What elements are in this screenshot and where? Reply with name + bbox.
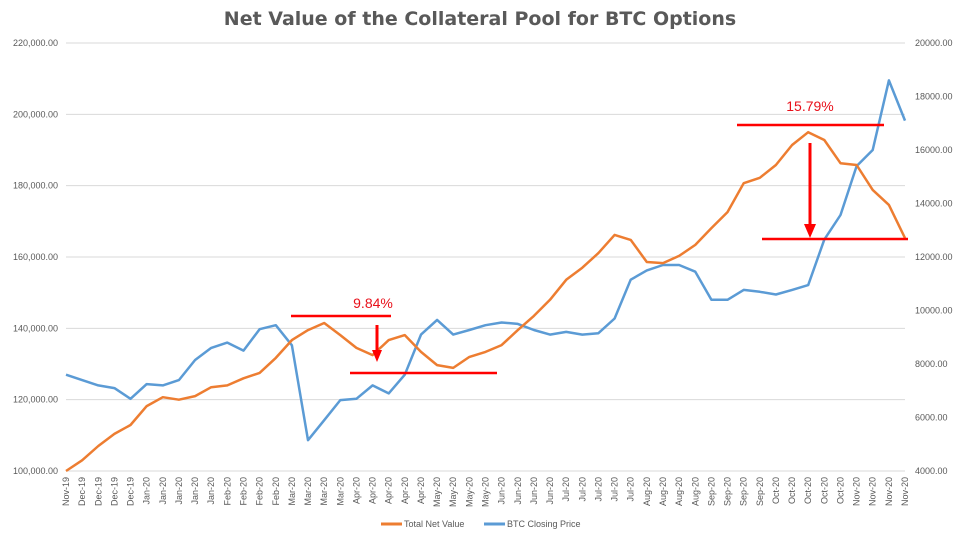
x-axis-tick-label: Jun-20 bbox=[497, 477, 507, 505]
left-axis-tick-label: 160,000.00 bbox=[13, 252, 58, 262]
x-axis-tick-label: Feb-20 bbox=[238, 477, 248, 506]
x-axis-tick-label: Nov-20 bbox=[884, 477, 894, 506]
left-axis-tick-label: 120,000.00 bbox=[13, 395, 58, 405]
x-axis-tick-label: Jul-20 bbox=[610, 477, 620, 502]
series-lines bbox=[65, 79, 907, 473]
x-axis-tick-label: Nov-20 bbox=[868, 477, 878, 506]
x-axis-tick-label: Nov-19 bbox=[61, 477, 71, 506]
annotations: 9.84% 15.79% bbox=[291, 98, 908, 375]
x-axis-tick-label: Aug-20 bbox=[690, 477, 700, 506]
right-axis-tick-label: 20000.00 bbox=[915, 38, 953, 48]
drawdown1-label: 9.84% bbox=[353, 295, 393, 311]
x-axis-tick-label: Dec-19 bbox=[126, 477, 136, 506]
x-axis-tick-label: Aug-20 bbox=[674, 477, 684, 506]
x-axis-tick-label: Sep-20 bbox=[755, 477, 765, 506]
legend-label-btc-closing-price: BTC Closing Price bbox=[507, 519, 581, 529]
left-axis-tick-label: 200,000.00 bbox=[13, 109, 58, 119]
right-axis-tick-label: 18000.00 bbox=[915, 92, 953, 102]
drawdown2-arrowhead-icon bbox=[804, 224, 816, 238]
x-axis-tick-label: Mar-20 bbox=[335, 477, 345, 506]
right-axis-tick-label: 14000.00 bbox=[915, 199, 953, 209]
x-axis-tick-label: Jul-20 bbox=[577, 477, 587, 502]
right-axis-ticks: 4000.00 6000.00 8000.00 10000.00 12000.00 140… bbox=[915, 38, 953, 476]
x-axis-tick-label: Jan-20 bbox=[206, 477, 216, 505]
x-axis-tick-label: Oct-20 bbox=[771, 477, 781, 504]
x-axis-tick-label: Jun-20 bbox=[513, 477, 523, 505]
x-axis-tick-label: May-20 bbox=[432, 477, 442, 507]
x-axis-tick-label: Sep-20 bbox=[723, 477, 733, 506]
x-axis-tick-label: Apr-20 bbox=[368, 477, 378, 504]
x-axis-ticks: Nov-19 Dec-19 Dec-19 Dec-19 Dec-19 Jan-20 Jan-… bbox=[61, 477, 910, 507]
x-axis-tick-label: Sep-20 bbox=[739, 477, 749, 506]
x-axis-tick-label: Mar-20 bbox=[287, 477, 297, 506]
x-axis-tick-label: May-20 bbox=[481, 477, 491, 507]
left-axis-tick-label: 220,000.00 bbox=[13, 38, 58, 48]
x-axis-tick-label: Apr-20 bbox=[351, 477, 361, 504]
x-axis-tick-label: Aug-20 bbox=[658, 477, 668, 506]
x-axis-tick-label: Feb-20 bbox=[271, 477, 281, 506]
series-line-btc-closing-price bbox=[65, 79, 907, 442]
right-axis-tick-label: 8000.00 bbox=[915, 359, 948, 369]
right-axis-tick-label: 4000.00 bbox=[915, 466, 948, 476]
x-axis-tick-label: Oct-20 bbox=[835, 477, 845, 504]
right-axis-tick-label: 10000.00 bbox=[915, 306, 953, 316]
x-axis-tick-label: Oct-20 bbox=[803, 477, 813, 504]
x-axis-tick-label: May-20 bbox=[448, 477, 458, 507]
x-axis-tick-label: May-20 bbox=[464, 477, 474, 507]
x-axis-tick-label: Nov-20 bbox=[852, 477, 862, 506]
x-axis-tick-label: Dec-19 bbox=[109, 477, 119, 506]
x-axis-tick-label: Mar-20 bbox=[319, 477, 329, 506]
x-axis-tick-label: Feb-20 bbox=[222, 477, 232, 506]
x-axis-tick-label: Oct-20 bbox=[787, 477, 797, 504]
x-axis-tick-label: Apr-20 bbox=[384, 477, 394, 504]
x-axis-tick-label: Jan-20 bbox=[190, 477, 200, 505]
x-axis-tick-label: Mar-20 bbox=[303, 477, 313, 506]
legend-label-total-net-value: Total Net Value bbox=[404, 519, 464, 529]
right-axis-tick-label: 12000.00 bbox=[915, 252, 953, 262]
x-axis-tick-label: Feb-20 bbox=[255, 477, 265, 506]
drawdown1-arrowhead-icon bbox=[372, 350, 382, 362]
right-axis-tick-label: 16000.00 bbox=[915, 145, 953, 155]
x-axis-tick-label: Jul-20 bbox=[561, 477, 571, 502]
x-axis-tick-label: Aug-20 bbox=[642, 477, 652, 506]
x-axis-tick-label: Apr-20 bbox=[400, 477, 410, 504]
x-axis-tick-label: Jan-20 bbox=[142, 477, 152, 505]
x-axis-tick-label: Jun-20 bbox=[529, 477, 539, 505]
x-axis-tick-label: Dec-19 bbox=[77, 477, 87, 506]
x-axis-tick-label: Oct-20 bbox=[819, 477, 829, 504]
x-axis-tick-label: Sep-20 bbox=[706, 477, 716, 506]
right-axis-tick-label: 6000.00 bbox=[915, 413, 948, 423]
x-axis-tick-label: Apr-20 bbox=[416, 477, 426, 504]
chart-title: Net Value of the Collateral Pool for BTC… bbox=[224, 8, 736, 30]
gridlines bbox=[66, 42, 905, 472]
x-axis-tick-label: Jan-20 bbox=[158, 477, 168, 505]
left-axis-tick-label: 180,000.00 bbox=[13, 181, 58, 191]
x-axis-tick-label: Jun-20 bbox=[545, 477, 555, 505]
left-axis-tick-label: 140,000.00 bbox=[13, 323, 58, 333]
x-axis-tick-label: Nov-20 bbox=[900, 477, 910, 506]
left-axis-ticks: 100,000.00 120,000.00 140,000.00 160,000.00… bbox=[13, 38, 58, 476]
x-axis-tick-label: Dec-19 bbox=[93, 477, 103, 506]
series-line-total-net-value bbox=[65, 130, 907, 473]
x-axis-tick-label: Jul-20 bbox=[626, 477, 636, 502]
x-axis-tick-label: Jul-20 bbox=[593, 477, 603, 502]
x-axis-tick-label: Jan-20 bbox=[174, 477, 184, 505]
legend: Total Net Value BTC Closing Price bbox=[381, 519, 581, 529]
drawdown2-label: 15.79% bbox=[786, 98, 833, 114]
left-axis-tick-label: 100,000.00 bbox=[13, 466, 58, 476]
